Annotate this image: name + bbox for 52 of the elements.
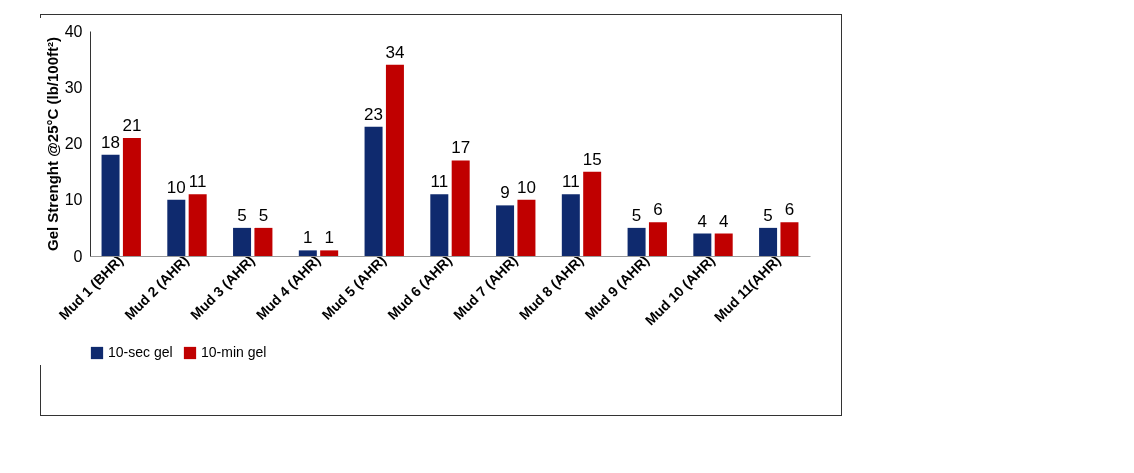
data-label: 10	[516, 177, 536, 197]
data-label: 11	[430, 172, 449, 192]
data-label: 34	[385, 42, 405, 62]
data-label: 5	[763, 205, 773, 225]
data-label: 6	[653, 200, 663, 220]
y-tick-label: 20	[64, 135, 83, 152]
bar	[451, 160, 470, 256]
bar	[583, 171, 602, 256]
data-label: 5	[258, 205, 269, 225]
data-label: 15	[582, 149, 602, 169]
bar	[759, 227, 778, 256]
y-tick-label: 30	[64, 78, 83, 96]
bar	[254, 227, 273, 256]
bar	[561, 194, 580, 256]
legend-label: 10-min gel	[201, 344, 267, 360]
bar	[430, 194, 449, 256]
data-label: 5	[237, 205, 247, 225]
y-axis-title: Gel Strenght @25°C (lb/100ft²)	[43, 37, 61, 251]
data-label: 21	[122, 115, 142, 135]
bar	[233, 227, 252, 256]
bar	[122, 137, 141, 256]
bar	[496, 205, 515, 256]
bar	[364, 126, 383, 256]
bar	[167, 199, 186, 256]
y-tick-label: 40	[64, 22, 83, 40]
data-label: 6	[784, 200, 795, 220]
bar	[188, 194, 207, 256]
data-label: 18	[101, 132, 121, 152]
bar	[298, 250, 317, 256]
data-label: 11	[561, 172, 580, 192]
bar	[101, 154, 120, 256]
data-label: 1	[303, 228, 313, 248]
data-label: 17	[451, 138, 471, 158]
data-label: 11	[188, 172, 207, 192]
data-label: 4	[697, 211, 708, 231]
legend-label: 10-sec gel	[108, 344, 173, 360]
bar	[517, 199, 536, 256]
data-label: 10	[166, 177, 186, 197]
bar	[780, 222, 799, 256]
data-label: 9	[500, 183, 510, 203]
bar	[648, 222, 667, 256]
bar	[714, 233, 733, 256]
data-label: 23	[364, 104, 384, 124]
bar	[693, 233, 712, 256]
data-label: 1	[324, 228, 334, 248]
bar	[385, 64, 404, 256]
y-tick-label: 10	[64, 191, 83, 209]
data-label: 4	[718, 211, 729, 231]
y-tick-label: 0	[73, 247, 83, 265]
bar	[320, 250, 339, 256]
data-label: 5	[631, 205, 642, 225]
bar	[627, 227, 646, 256]
